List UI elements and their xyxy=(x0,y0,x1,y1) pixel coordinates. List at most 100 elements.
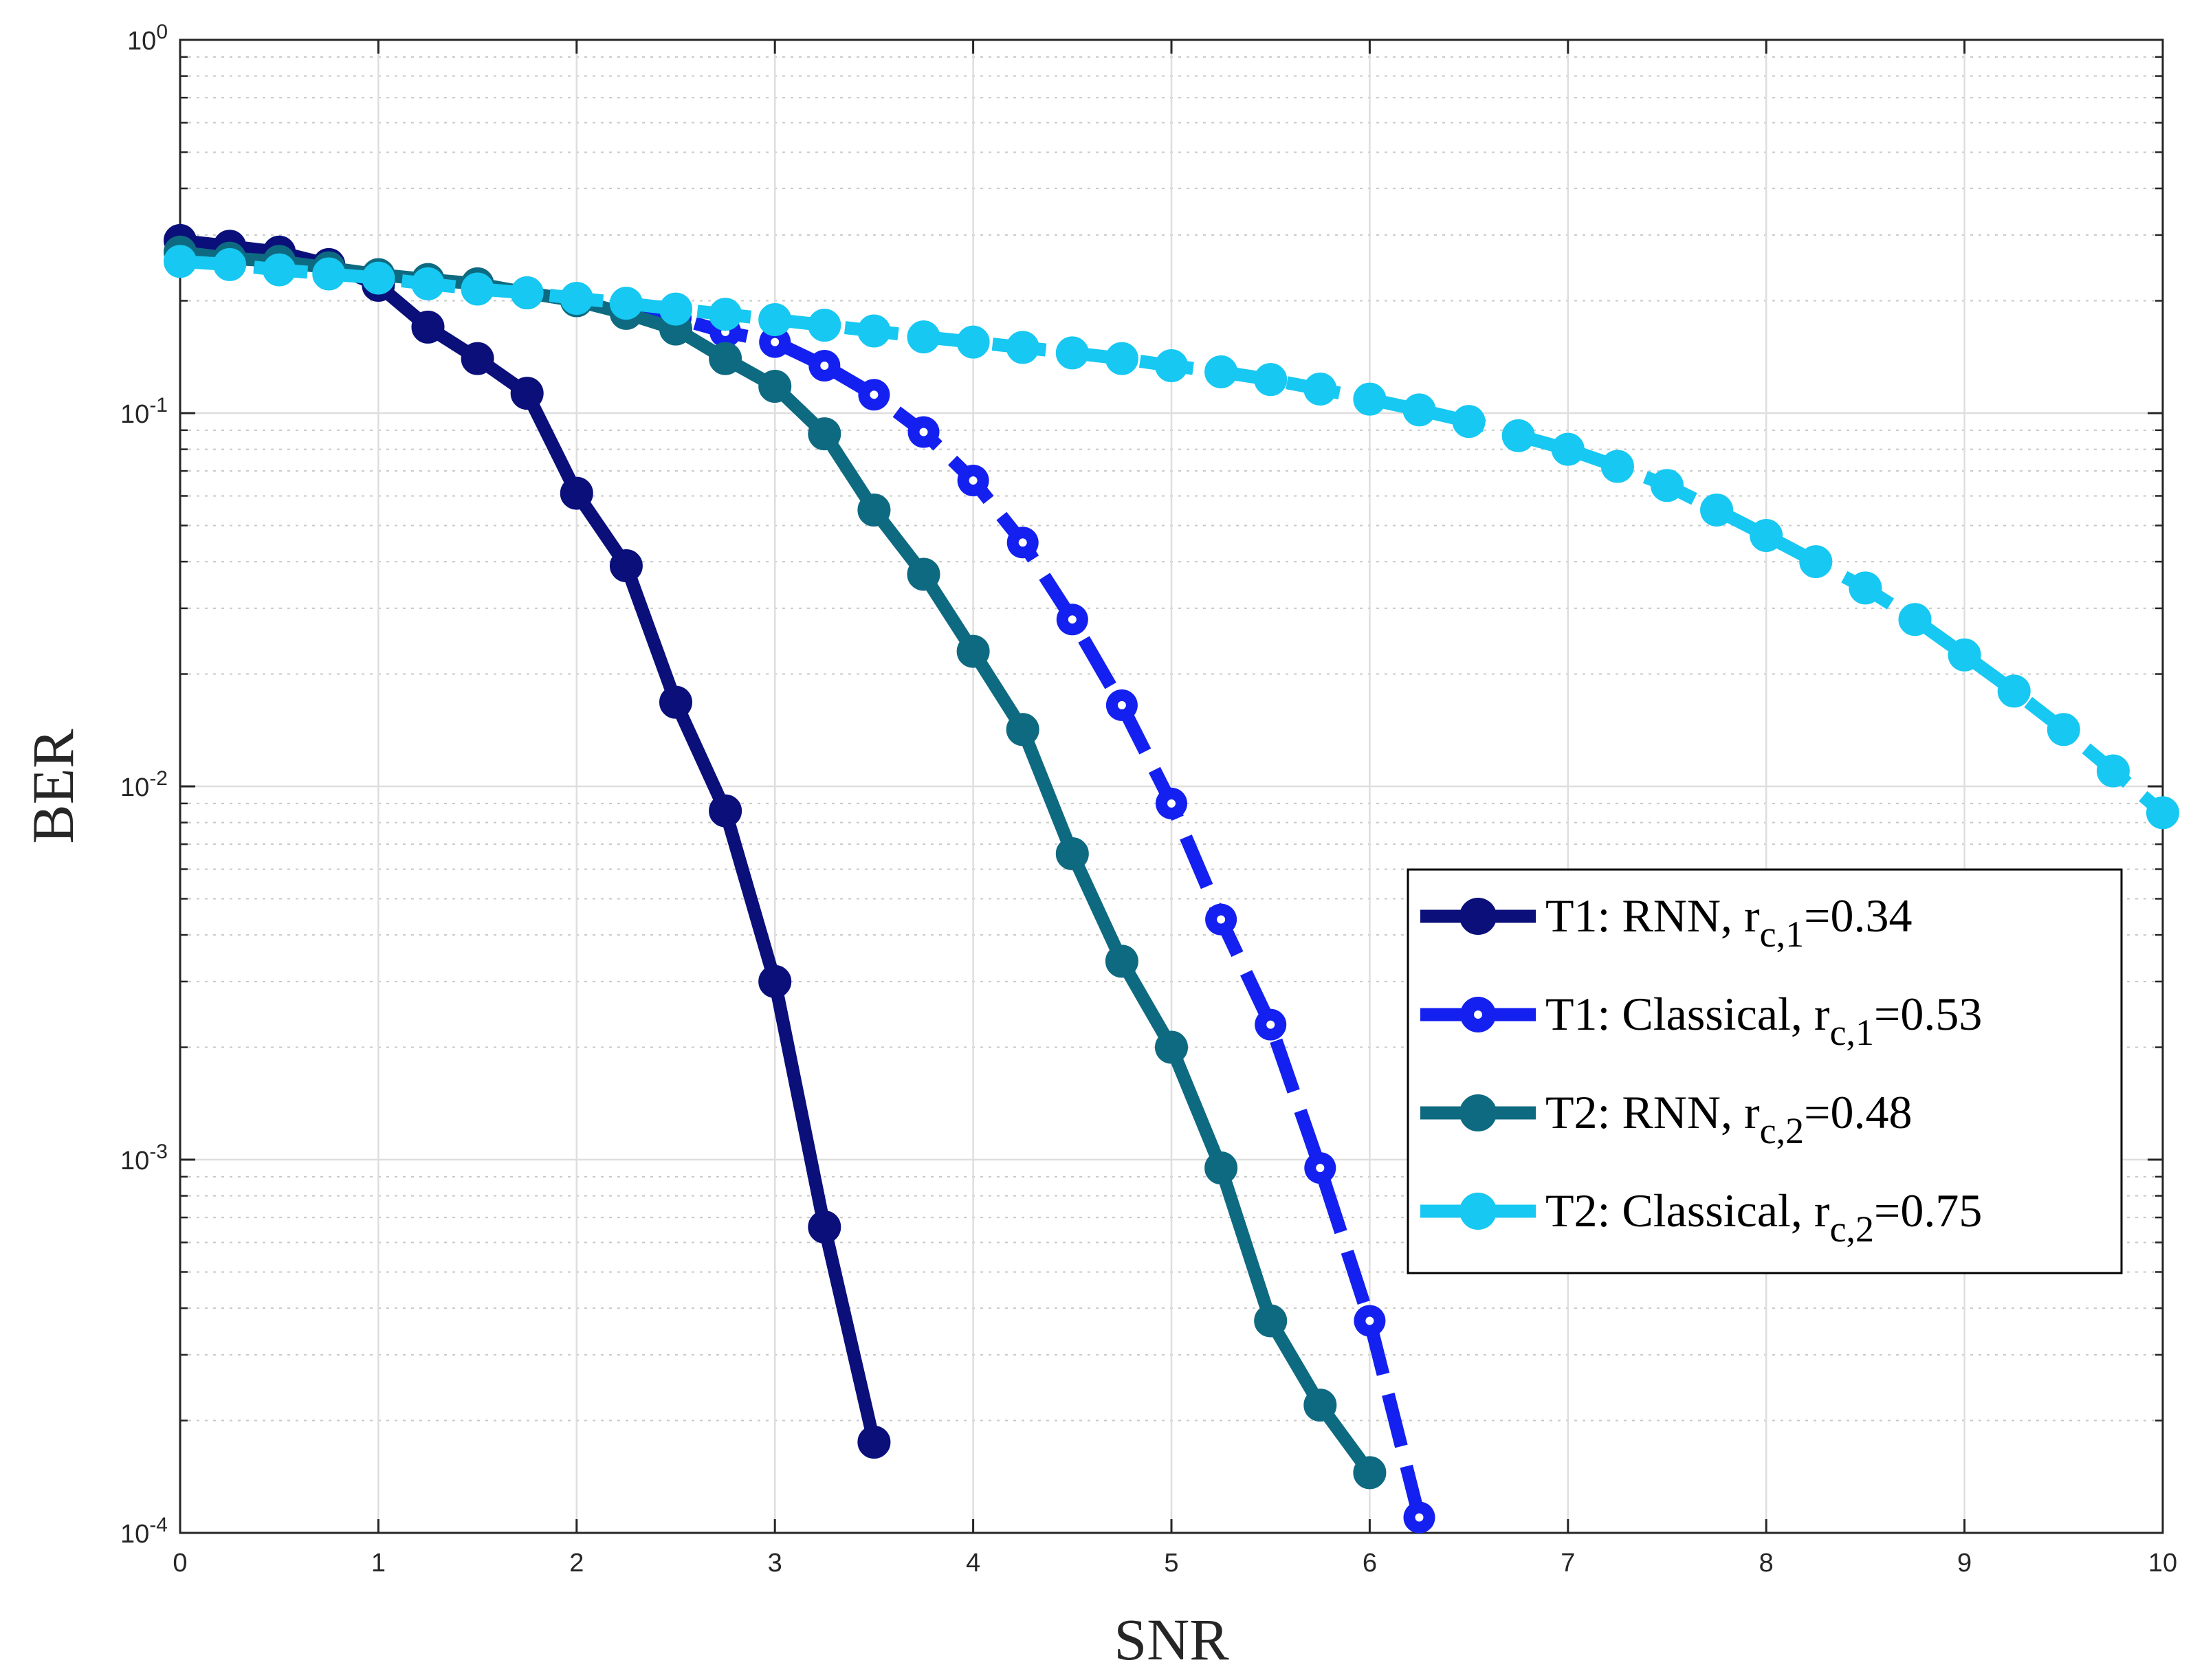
legend-sample-marker xyxy=(1459,898,1497,935)
x-tick-label: 0 xyxy=(173,1549,187,1578)
legend-label-subscript: c,1 xyxy=(1760,914,1804,955)
data-point-marker xyxy=(857,493,891,527)
marker-center xyxy=(771,338,780,346)
legend-entry-t1-classical: T1: Classical, rc,1=0.53 xyxy=(1420,988,1982,1053)
y-tick-label: 10-1 xyxy=(120,394,168,430)
data-point-marker xyxy=(560,476,593,510)
x-tick-label: 8 xyxy=(1759,1549,1774,1578)
legend-entry-t2-rnn: T2: RNN, rc,2=0.48 xyxy=(1420,1086,1912,1151)
legend-sample xyxy=(1420,1094,1536,1131)
legend-label-subscript: c,2 xyxy=(1760,1110,1804,1151)
data-point-marker xyxy=(1651,469,1684,502)
marker-center xyxy=(1316,1164,1325,1173)
data-point-marker xyxy=(759,326,791,358)
data-point-marker xyxy=(1403,1501,1435,1534)
legend: T1: RNN, rc,1=0.34 T1: Classical, rc,1=0… xyxy=(1407,868,2123,1274)
marker-center xyxy=(1365,1316,1374,1325)
x-tick-label: 5 xyxy=(1164,1549,1178,1578)
data-point-marker xyxy=(1205,903,1237,936)
series-4 xyxy=(164,245,2179,830)
data-point-marker xyxy=(461,342,494,375)
y-tick-label: 10-4 xyxy=(120,1514,168,1549)
data-point-marker xyxy=(1997,674,2031,708)
data-point-marker xyxy=(1155,349,1188,382)
legend-label-text: T1: Classical, r xyxy=(1545,988,1830,1040)
data-point-marker xyxy=(857,1426,891,1459)
marker-center xyxy=(1266,1020,1275,1029)
data-point-marker xyxy=(1353,1456,1387,1490)
y-tick-label: 10-2 xyxy=(120,767,168,803)
data-point-marker xyxy=(1105,342,1138,375)
data-point-marker xyxy=(1303,1389,1337,1422)
marker-center xyxy=(820,361,829,370)
marker-center xyxy=(870,390,879,399)
data-point-marker xyxy=(411,310,445,344)
data-point-marker xyxy=(1204,1151,1238,1185)
x-tick-label: 2 xyxy=(569,1549,584,1578)
x-tick-label: 3 xyxy=(768,1549,782,1578)
data-point-marker xyxy=(1056,604,1088,636)
data-point-marker xyxy=(858,379,890,411)
data-point-marker xyxy=(907,320,940,354)
legend-sample xyxy=(1420,1193,1536,1230)
legend-label-subscript: c,2 xyxy=(1830,1208,1874,1250)
legend-label-value: =0.53 xyxy=(1874,988,1982,1040)
data-point-marker xyxy=(659,292,692,326)
data-point-marker xyxy=(659,685,692,719)
legend-sample xyxy=(1420,997,1536,1032)
data-point-marker xyxy=(560,282,593,316)
data-point-marker xyxy=(1501,419,1535,452)
data-point-marker xyxy=(1254,1304,1288,1338)
legend-label: T2: Classical, rc,2=0.75 xyxy=(1545,1184,1982,1250)
data-point-marker xyxy=(1055,837,1089,870)
data-point-marker xyxy=(1700,493,1734,527)
y-tick-label: 100 xyxy=(127,21,168,56)
data-point-marker xyxy=(1452,405,1486,439)
legend-label-text: T2: RNN, r xyxy=(1545,1086,1760,1138)
marker-center xyxy=(1217,915,1226,924)
data-point-marker xyxy=(907,557,940,591)
data-point-marker xyxy=(1006,527,1039,559)
legend-label-subscript: c,1 xyxy=(1830,1012,1874,1053)
data-point-marker xyxy=(1105,689,1138,721)
data-point-marker xyxy=(1255,1008,1287,1041)
data-point-marker xyxy=(709,298,742,331)
data-point-marker xyxy=(1254,363,1288,397)
data-point-marker xyxy=(758,303,792,337)
data-point-marker xyxy=(1402,393,1436,427)
data-point-marker xyxy=(956,634,990,668)
data-point-marker xyxy=(1551,432,1585,466)
data-point-marker xyxy=(1898,603,1932,637)
legend-label-value: =0.34 xyxy=(1804,889,1912,942)
data-point-marker xyxy=(609,549,643,583)
data-point-marker xyxy=(1600,450,1634,483)
series xyxy=(164,223,2179,1534)
x-tick-label: 4 xyxy=(966,1549,980,1578)
marker-center xyxy=(1167,799,1176,808)
legend-entry-t1-rnn: T1: RNN, rc,1=0.34 xyxy=(1420,889,1912,955)
data-point-marker xyxy=(1750,519,1783,553)
x-tick-label: 1 xyxy=(371,1549,386,1578)
data-point-marker xyxy=(510,276,544,310)
data-point-marker xyxy=(1303,372,1337,406)
marker-center xyxy=(1068,615,1077,624)
axis-ticks: 0 1 2 3 4 5 6 7 8 9 10 10-4 10-3 10-2 10-1 100 xyxy=(120,21,2177,1578)
legend-sample-marker xyxy=(1459,1094,1497,1131)
legend-sample xyxy=(1420,898,1536,935)
data-point-marker xyxy=(213,247,247,281)
data-point-marker xyxy=(1849,571,1882,605)
marker-center xyxy=(1018,538,1027,547)
data-point-marker xyxy=(1006,713,1039,747)
legend-label-value: =0.75 xyxy=(1874,1184,1982,1237)
data-point-marker xyxy=(957,464,989,496)
data-point-marker xyxy=(758,964,792,998)
marker-center xyxy=(919,428,928,436)
x-axis-label: SNR xyxy=(1114,1606,1229,1672)
x-tick-label: 10 xyxy=(2148,1549,2177,1578)
data-point-marker xyxy=(2146,796,2179,830)
data-point-marker xyxy=(510,377,544,410)
data-point-marker xyxy=(609,287,643,320)
data-point-marker xyxy=(709,342,742,375)
x-tick-label: 9 xyxy=(1957,1549,1972,1578)
